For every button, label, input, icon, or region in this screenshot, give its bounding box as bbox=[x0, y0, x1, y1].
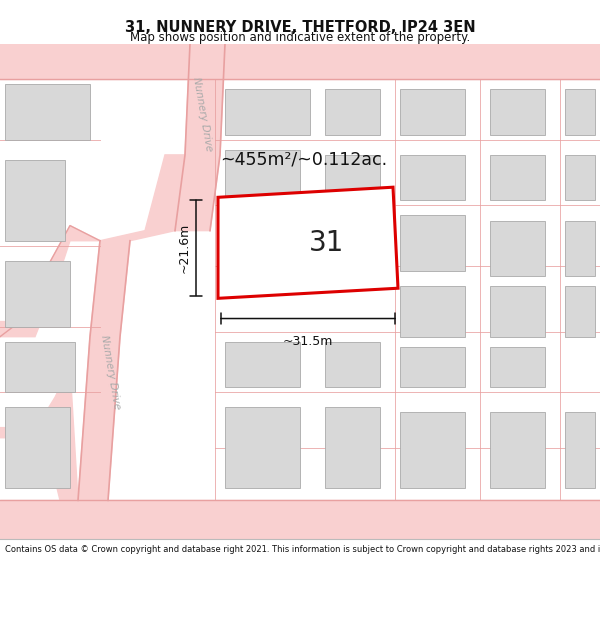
Text: ~21.6m: ~21.6m bbox=[178, 222, 191, 273]
Bar bbox=[325, 342, 380, 388]
Bar bbox=[225, 221, 280, 266]
Bar bbox=[490, 221, 545, 276]
Bar bbox=[400, 347, 465, 388]
Bar bbox=[490, 412, 545, 488]
Polygon shape bbox=[175, 44, 225, 231]
Text: Nunnery Drive: Nunnery Drive bbox=[191, 76, 214, 152]
Bar bbox=[565, 286, 595, 337]
Polygon shape bbox=[100, 155, 185, 241]
Bar bbox=[5, 408, 70, 488]
Bar bbox=[400, 286, 465, 337]
Bar bbox=[565, 155, 595, 201]
Bar bbox=[225, 342, 300, 388]
Bar bbox=[565, 412, 595, 488]
Text: Map shows position and indicative extent of the property.: Map shows position and indicative extent… bbox=[130, 31, 470, 44]
Text: 31: 31 bbox=[309, 229, 344, 257]
Bar bbox=[400, 412, 465, 488]
Bar bbox=[490, 155, 545, 201]
Bar bbox=[5, 261, 70, 327]
Text: ~31.5m: ~31.5m bbox=[283, 335, 333, 348]
Text: Contains OS data © Crown copyright and database right 2021. This information is : Contains OS data © Crown copyright and d… bbox=[5, 545, 600, 554]
Bar bbox=[325, 89, 380, 134]
Polygon shape bbox=[218, 188, 398, 298]
Bar bbox=[248, 213, 318, 268]
Bar bbox=[5, 342, 75, 392]
Bar bbox=[5, 84, 90, 140]
Bar bbox=[400, 155, 465, 201]
Polygon shape bbox=[78, 241, 130, 501]
Bar bbox=[5, 160, 65, 241]
Text: Nunnery Drive: Nunnery Drive bbox=[98, 334, 121, 410]
Bar bbox=[325, 408, 380, 488]
Bar bbox=[225, 150, 300, 201]
Bar bbox=[225, 89, 310, 134]
Bar bbox=[225, 408, 300, 488]
Bar bbox=[490, 89, 545, 134]
Bar bbox=[565, 89, 595, 134]
Polygon shape bbox=[0, 367, 78, 501]
Bar bbox=[490, 286, 545, 337]
Text: 31, NUNNERY DRIVE, THETFORD, IP24 3EN: 31, NUNNERY DRIVE, THETFORD, IP24 3EN bbox=[125, 20, 475, 35]
Bar bbox=[400, 89, 465, 134]
Bar bbox=[490, 347, 545, 388]
Bar bbox=[565, 221, 595, 276]
Bar bbox=[400, 216, 465, 271]
Polygon shape bbox=[0, 226, 100, 337]
Bar bbox=[325, 155, 380, 201]
Text: ~455m²/~0.112ac.: ~455m²/~0.112ac. bbox=[220, 151, 387, 169]
